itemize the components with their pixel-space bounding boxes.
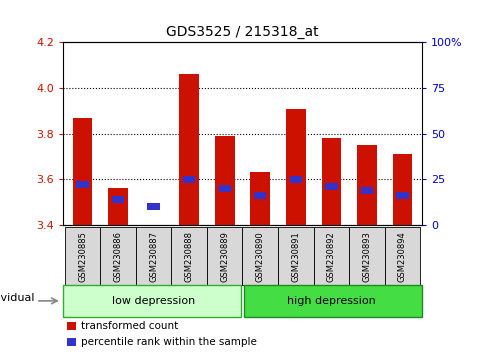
FancyBboxPatch shape — [207, 227, 242, 285]
Text: GSM230891: GSM230891 — [291, 231, 300, 282]
FancyBboxPatch shape — [65, 227, 100, 285]
Text: low depression: low depression — [112, 296, 195, 306]
Bar — [179, 74, 198, 225]
Bar — [66, 338, 76, 346]
Bar — [289, 176, 302, 183]
Bar — [321, 138, 340, 225]
Bar — [395, 192, 408, 199]
Text: GSM230887: GSM230887 — [149, 231, 158, 282]
Text: GSM230892: GSM230892 — [326, 231, 335, 282]
Bar — [182, 176, 195, 183]
Text: individual: individual — [0, 293, 35, 303]
Bar — [254, 192, 266, 199]
Text: percentile rank within the sample: percentile rank within the sample — [81, 337, 257, 347]
FancyBboxPatch shape — [384, 227, 419, 285]
FancyBboxPatch shape — [136, 227, 171, 285]
Bar — [214, 136, 234, 225]
FancyBboxPatch shape — [313, 227, 348, 285]
Text: GSM230888: GSM230888 — [184, 231, 193, 282]
Bar — [218, 185, 230, 192]
FancyBboxPatch shape — [242, 227, 277, 285]
Bar — [66, 322, 76, 330]
Title: GDS3525 / 215318_at: GDS3525 / 215318_at — [166, 25, 318, 39]
Bar — [356, 145, 376, 225]
Bar — [250, 172, 270, 225]
Text: GSM230886: GSM230886 — [113, 231, 122, 282]
FancyBboxPatch shape — [244, 285, 421, 317]
FancyBboxPatch shape — [277, 227, 313, 285]
Bar — [147, 203, 160, 210]
Text: GSM230890: GSM230890 — [255, 231, 264, 282]
Bar — [73, 118, 92, 225]
Bar — [112, 196, 124, 203]
Bar — [392, 154, 411, 225]
Text: transformed count: transformed count — [81, 321, 178, 331]
Text: high depression: high depression — [287, 296, 375, 306]
Bar — [286, 109, 305, 225]
Bar — [108, 188, 128, 225]
Text: GSM230894: GSM230894 — [397, 231, 406, 282]
FancyBboxPatch shape — [171, 227, 207, 285]
FancyBboxPatch shape — [348, 227, 384, 285]
Bar — [76, 181, 89, 188]
FancyBboxPatch shape — [100, 227, 136, 285]
Bar — [360, 187, 372, 194]
Text: GSM230889: GSM230889 — [220, 231, 229, 282]
Text: GSM230893: GSM230893 — [362, 231, 371, 282]
Bar — [324, 183, 337, 190]
Text: GSM230885: GSM230885 — [78, 231, 87, 282]
FancyBboxPatch shape — [63, 285, 240, 317]
